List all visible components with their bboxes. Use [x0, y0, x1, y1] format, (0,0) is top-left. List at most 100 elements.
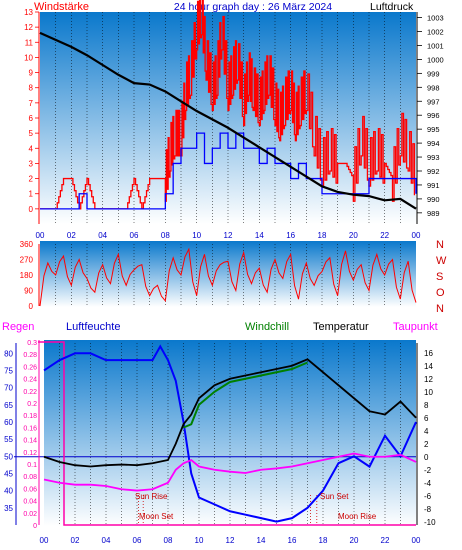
hour-tick-label: 08 [161, 231, 170, 240]
hour-tick-label: 22 [380, 231, 389, 240]
hour-tick-label: 04 [102, 536, 111, 545]
windchill-legend: Windchill [245, 321, 289, 333]
rain-tick-label: 0.28 [23, 352, 37, 359]
windchill-line [183, 361, 308, 429]
temperature-tick-label: -6 [424, 492, 432, 501]
hour-tick-label: 06 [133, 536, 142, 545]
temperature-tick-label: 12 [424, 375, 433, 384]
hour-tick-label: 20 [350, 536, 359, 545]
direction-compass-label: O [436, 287, 445, 299]
pressure-tick-label: 997 [427, 97, 440, 106]
temperature-legend: Temperatur [313, 321, 369, 333]
temperature-tick-label: 0 [424, 453, 429, 462]
wind-mean-line [40, 132, 417, 210]
hour-tick-label: 14 [257, 536, 266, 545]
direction-compass-label: W [436, 255, 447, 267]
moon-set-label: Moon Set [139, 512, 174, 521]
moon-rise-label: Moon Rise [338, 512, 377, 521]
pressure-tick-label: 989 [427, 209, 440, 218]
humidity-tick-label: 70 [4, 384, 13, 393]
temperature-tick-label: -4 [424, 479, 432, 488]
pressure-tick-label: 1002 [427, 28, 444, 37]
hour-tick-label: 00 [412, 231, 421, 240]
hour-tick-label: 14 [255, 231, 264, 240]
humidity-tick-label: 65 [4, 401, 13, 410]
hour-tick-label: 12 [224, 231, 233, 240]
hour-tick-label: 18 [318, 231, 327, 240]
hour-tick-label: 02 [67, 231, 76, 240]
pressure-line [39, 31, 417, 210]
humidity-tick-label: 45 [4, 469, 13, 478]
hour-tick-label: 20 [349, 231, 358, 240]
direction-tick-label: 0 [29, 302, 34, 311]
direction-compass-label: S [436, 271, 443, 283]
temperature-line [43, 358, 417, 468]
dewpoint-line [43, 452, 417, 492]
pressure-tick-label: 1001 [427, 41, 444, 50]
wind-tick-label: 4 [29, 144, 34, 153]
humidity-tick-label: 55 [4, 435, 13, 444]
sun-rise-label: Sun Rise [135, 492, 168, 501]
hour-tick-label: 08 [164, 536, 173, 545]
rain-tick-label: 0.3 [27, 340, 37, 347]
wind-tick-label: 5 [29, 129, 34, 138]
direction-compass-label: N [436, 303, 444, 315]
humidity-tick-label: 60 [4, 418, 13, 427]
hour-tick-label: 10 [192, 231, 201, 240]
direction-tick-label: 270 [20, 256, 34, 265]
pressure-axis-title: Luftdruck [370, 1, 414, 13]
direction-tick-label: 360 [20, 240, 34, 249]
rain-tick-label: 0.14 [23, 438, 37, 445]
humidity-tick-label: 75 [4, 366, 13, 375]
hour-tick-label: 04 [98, 231, 107, 240]
wind-tick-label: 8 [29, 84, 34, 93]
pressure-tick-label: 996 [427, 111, 440, 120]
rain-tick-label: 0.16 [23, 425, 37, 432]
temperature-tick-label: -10 [424, 518, 436, 527]
chart-title: 24 hour graph day : 26 März 2024 [174, 1, 332, 13]
pressure-tick-label: 998 [427, 83, 440, 92]
humidity-line [43, 344, 417, 523]
humidity-axis-title: Luftfeuchte [66, 321, 120, 333]
humidity-tick-label: 35 [4, 504, 13, 513]
wind-tick-label: 13 [24, 8, 33, 17]
hour-tick-label: 18 [319, 536, 328, 545]
pressure-tick-label: 995 [427, 125, 440, 134]
pressure-tick-label: 991 [427, 181, 440, 190]
dewpoint-legend: Taupunkt [393, 321, 438, 333]
wind-tick-label: 2 [29, 175, 34, 184]
pressure-tick-label: 1000 [427, 55, 444, 64]
wind-tick-label: 3 [29, 159, 34, 168]
pressure-tick-label: 999 [427, 69, 440, 78]
rain-tick-label: 0.2 [27, 401, 37, 408]
pressure-tick-label: 1003 [427, 14, 444, 23]
rain-tick-label: 0.12 [23, 450, 37, 457]
wind-tick-label: 7 [29, 99, 34, 108]
rain-tick-label: 0.26 [23, 364, 37, 371]
temperature-tick-label: 4 [424, 427, 429, 436]
pressure-tick-label: 994 [427, 139, 440, 148]
temperature-tick-label: 14 [424, 362, 433, 371]
temperature-tick-label: 10 [424, 388, 433, 397]
rain-tick-label: 0.02 [23, 511, 37, 518]
pressure-tick-label: 992 [427, 167, 440, 176]
rain-tick-label: 0.06 [23, 486, 37, 493]
direction-tick-label: 180 [20, 271, 34, 280]
temperature-tick-label: 16 [424, 349, 433, 358]
wind-tick-label: 0 [29, 205, 34, 214]
humidity-tick-label: 80 [4, 349, 13, 358]
rain-tick-label: 0.1 [27, 462, 37, 469]
direction-compass-label: N [436, 239, 444, 251]
direction-tick-label: 90 [24, 287, 33, 296]
hour-tick-label: 00 [412, 536, 421, 545]
temperature-tick-label: 8 [424, 401, 429, 410]
rain-tick-label: 0.24 [23, 377, 37, 384]
rain-tick-label: 0.18 [23, 413, 37, 420]
pressure-tick-label: 990 [427, 195, 440, 204]
hour-tick-label: 06 [130, 231, 139, 240]
rain-axis-title: Regen [2, 321, 34, 333]
wind-gust-line [40, 0, 416, 210]
wind-axis-title: Windstärke [34, 1, 89, 13]
hour-tick-label: 16 [288, 536, 297, 545]
